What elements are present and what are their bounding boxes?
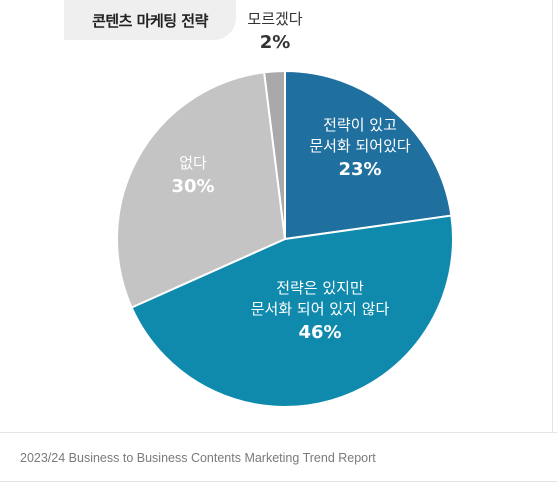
- pie-slice-2: [116, 71, 286, 309]
- pie-slice-1: [130, 214, 454, 408]
- bottom-divider: [0, 481, 557, 482]
- panel-edge: [552, 0, 553, 432]
- slice-label-2-line-0: 없다: [179, 154, 207, 172]
- slice-label-1-line-1: 문서화 되어 있지 않다: [251, 300, 390, 318]
- slice-value-1: 46%: [298, 322, 341, 343]
- slice-label-3-line-0: 모르겠다: [247, 10, 302, 28]
- slice-label-0-line-0: 전략이 있고: [323, 116, 397, 134]
- pie-slice-0: [284, 70, 453, 240]
- slice-label-1-line-0: 전략은 있지만: [276, 279, 364, 297]
- footer-source: 2023/24 Business to Business Contents Ma…: [20, 451, 376, 465]
- slice-value-2: 30%: [171, 176, 214, 197]
- pie-slice-3: [263, 70, 286, 240]
- slice-value-3: 2%: [260, 32, 291, 53]
- footer-divider: [0, 432, 557, 433]
- slice-value-0: 23%: [338, 159, 381, 180]
- chart-title: 콘텐츠 마케팅 전략: [64, 0, 236, 40]
- slice-label-0-line-1: 문서화 되어있다: [309, 137, 411, 155]
